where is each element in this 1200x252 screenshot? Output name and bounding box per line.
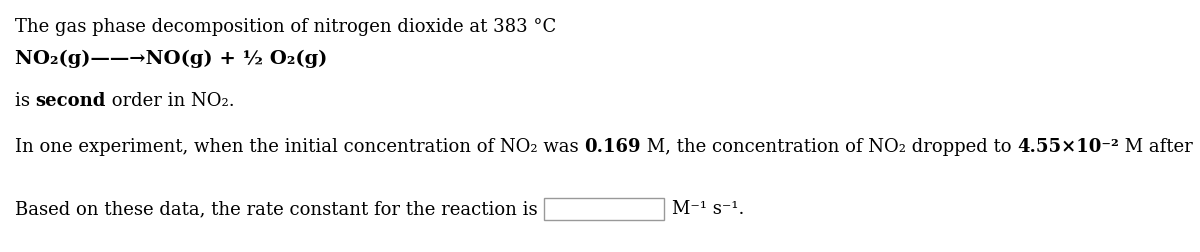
Text: second: second <box>36 92 106 110</box>
Text: The gas phase decomposition of nitrogen dioxide at 383 °C: The gas phase decomposition of nitrogen … <box>14 18 557 36</box>
Text: M⁻¹ s⁻¹.: M⁻¹ s⁻¹. <box>672 200 744 218</box>
Text: Based on these data, the rate constant for the reaction is: Based on these data, the rate constant f… <box>14 200 538 218</box>
Text: 4.55×10⁻²: 4.55×10⁻² <box>1018 138 1120 156</box>
Bar <box>544 198 664 220</box>
Text: M, the concentration of NO₂ dropped to: M, the concentration of NO₂ dropped to <box>641 138 1018 156</box>
Text: In one experiment, when the initial concentration of NO₂ was: In one experiment, when the initial conc… <box>14 138 584 156</box>
Text: M after: M after <box>1120 138 1199 156</box>
Text: is: is <box>14 92 36 110</box>
Text: 0.169: 0.169 <box>584 138 641 156</box>
Text: NO₂(g)——→NO(g) + ½ O₂(g): NO₂(g)——→NO(g) + ½ O₂(g) <box>14 50 328 68</box>
Text: 20.6seconds: 20.6seconds <box>1199 138 1200 156</box>
Text: order in NO₂.: order in NO₂. <box>106 92 235 110</box>
